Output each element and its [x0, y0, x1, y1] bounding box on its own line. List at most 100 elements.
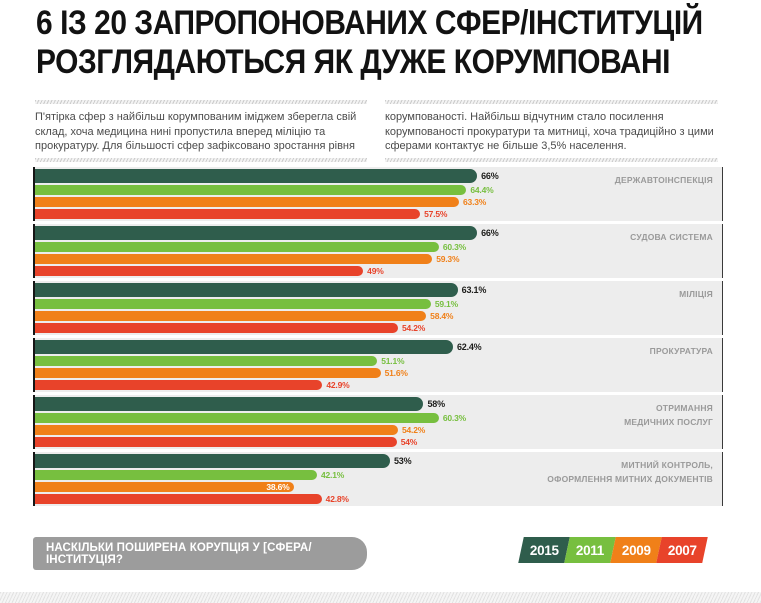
category-label: МІЛІЦІЯ	[679, 289, 713, 299]
bar-group: ДЕРЖАВТОІНСПЕКЦІЯ 66% 64.4% 63.3% 57.5%	[33, 167, 723, 221]
intro-paragraph-left: П'ятірка сфер з найбільш корумпованим ім…	[35, 111, 357, 152]
bar-group: МИТНИЙ КОНТРОЛЬ, ОФОРМЛЕННЯ МИТНИХ ДОКУМ…	[33, 452, 723, 506]
bar-2007	[35, 323, 398, 333]
category-label: МИТНИЙ КОНТРОЛЬ, ОФОРМЛЕННЯ МИТНИХ ДОКУМ…	[547, 460, 713, 485]
bar-row: 54%	[35, 437, 722, 447]
bar-value-label: 60.3%	[442, 242, 466, 252]
bar-value-label: 54%	[400, 437, 418, 447]
bar-group: ОТРИМАННЯ МЕДИЧНИХ ПОСЛУГ 58% 60.3% 54.2% 54…	[33, 395, 723, 449]
bar-value-label: 42.1%	[321, 470, 345, 480]
category-label: ОТРИМАННЯ МЕДИЧНИХ ПОСЛУГ	[624, 403, 713, 428]
question-label: НАСКІЛЬКИ ПОШИРЕНА КОРУПЦІЯ У [СФЕРА/ІНС…	[46, 541, 312, 566]
legend-item-label: 2011	[575, 542, 605, 558]
bar-2009	[35, 425, 398, 435]
bar-2007	[35, 209, 421, 219]
bar-value-label: 58%	[427, 399, 445, 409]
bar-row: 38.6%	[35, 482, 722, 492]
divider-hatch	[35, 158, 367, 162]
bar-row: 51.6%	[35, 368, 722, 378]
chart: ДЕРЖАВТОІНСПЕКЦІЯ 66% 64.4% 63.3% 57.5% СУДОВ…	[33, 167, 723, 509]
bar-2009	[35, 197, 460, 207]
bar-2011	[35, 413, 439, 423]
bar-group: СУДОВА СИСТЕМА 66% 60.3% 59.3% 49%	[33, 224, 723, 278]
legend-item-label: 2009	[621, 542, 651, 558]
bar-value-label: 57.5%	[424, 209, 448, 219]
bar-value-label: 58.4%	[430, 311, 454, 321]
bottom-hatch-strip	[0, 592, 761, 603]
bar-row: 57.5%	[35, 209, 722, 219]
bar-2007	[35, 266, 364, 276]
bar-value-label: 38.6%	[266, 482, 290, 492]
page-title: 6 ІЗ 20 ЗАПРОПОНОВАНИХ СФЕР/ІНСТИТУЦІЙ Р…	[36, 4, 703, 82]
bar-value-label: 59.1%	[434, 299, 458, 309]
legend-item-2011: 2011	[564, 537, 616, 563]
bar-value-label: 54.2%	[402, 323, 426, 333]
bar-row: 53%	[35, 454, 722, 468]
bar-value-label: 51.6%	[384, 368, 408, 378]
legend-item-2007: 2007	[656, 537, 708, 563]
bar-row: 58%	[35, 397, 722, 411]
bar-value-label: 54.2%	[402, 425, 426, 435]
bar-row: 42.1%	[35, 470, 722, 480]
bar-2007	[35, 437, 397, 447]
bar-2007	[35, 380, 323, 390]
bar-value-label: 63.1%	[461, 285, 487, 295]
bar-2009	[35, 368, 381, 378]
bar-row: 62.4%	[35, 340, 722, 354]
bar-row: 42.9%	[35, 380, 722, 390]
bar-value-label: 59.3%	[436, 254, 460, 264]
bar-2011	[35, 356, 378, 366]
bar-value-label: 66%	[481, 228, 499, 238]
bar-2011	[35, 242, 439, 252]
bar-value-label: 49%	[367, 266, 384, 276]
question-label-box: НАСКІЛЬКИ ПОШИРЕНА КОРУПЦІЯ У [СФЕРА/ІНС…	[33, 537, 367, 570]
bar-value-label: 63.3%	[463, 197, 487, 207]
bar-row: 54.2%	[35, 425, 722, 435]
divider-hatch	[385, 158, 718, 162]
bar-value-label: 64.4%	[470, 185, 494, 195]
bar-row: 66%	[35, 226, 722, 240]
bar-row: 49%	[35, 266, 722, 276]
bar-row: 58.4%	[35, 311, 722, 321]
bar-2015	[35, 454, 390, 468]
bar-row: 51.1%	[35, 356, 722, 366]
legend-item-label: 2015	[529, 542, 559, 558]
bar-value-label: 60.3%	[442, 413, 466, 423]
bar-2015	[35, 397, 424, 411]
page-title-line1: 6 ІЗ 20 ЗАПРОПОНОВАНИХ СФЕР/ІНСТИТУЦІЙ	[36, 4, 703, 42]
bar-row: 60.3%	[35, 242, 722, 252]
bar-value-label: 51.1%	[381, 356, 405, 366]
bar-value-label: 53%	[393, 456, 412, 466]
bar-2015	[35, 169, 478, 183]
bar-2009	[35, 254, 433, 264]
category-label: ДЕРЖАВТОІНСПЕКЦІЯ	[614, 175, 713, 185]
bar-2007	[35, 494, 322, 504]
bar-group: МІЛІЦІЯ 63.1% 59.1% 58.4% 54.2%	[33, 281, 723, 335]
bar-row: 42.8%	[35, 494, 722, 504]
bar-value-label: 42.9%	[326, 380, 350, 390]
bar-2011	[35, 185, 467, 195]
legend: 2015 2011 2009 2007	[518, 537, 708, 563]
bar-2015	[35, 340, 453, 354]
bar-row: 63.3%	[35, 197, 722, 207]
bar-group: ПРОКУРАТУРА 62.4% 51.1% 51.6% 42.9%	[33, 338, 723, 392]
bar-row: 54.2%	[35, 323, 722, 333]
bar-2015	[35, 226, 478, 240]
divider-hatch	[35, 100, 367, 104]
bar-value-label: 66%	[481, 171, 499, 181]
bar-value-label: 62.4%	[456, 342, 482, 352]
legend-item-2015: 2015	[518, 537, 570, 563]
bar-row: 59.3%	[35, 254, 722, 264]
divider-hatch	[385, 100, 718, 104]
bar-row: 66%	[35, 169, 722, 183]
category-label: ПРОКУРАТУРА	[649, 346, 713, 356]
bar-row: 59.1%	[35, 299, 722, 309]
bar-2009: 38.6%	[35, 482, 294, 492]
category-label: СУДОВА СИСТЕМА	[630, 232, 713, 242]
bar-row: 60.3%	[35, 413, 722, 423]
bar-row: 63.1%	[35, 283, 722, 297]
bar-2011	[35, 470, 317, 480]
intro-paragraph-right: корумпованості. Найбільш відчутним стало…	[385, 111, 714, 152]
legend-item-label: 2007	[667, 542, 697, 558]
page-title-line2: РОЗГЛЯДАЮТЬСЯ ЯК ДУЖЕ КОРУМПОВАНІ	[36, 43, 671, 81]
